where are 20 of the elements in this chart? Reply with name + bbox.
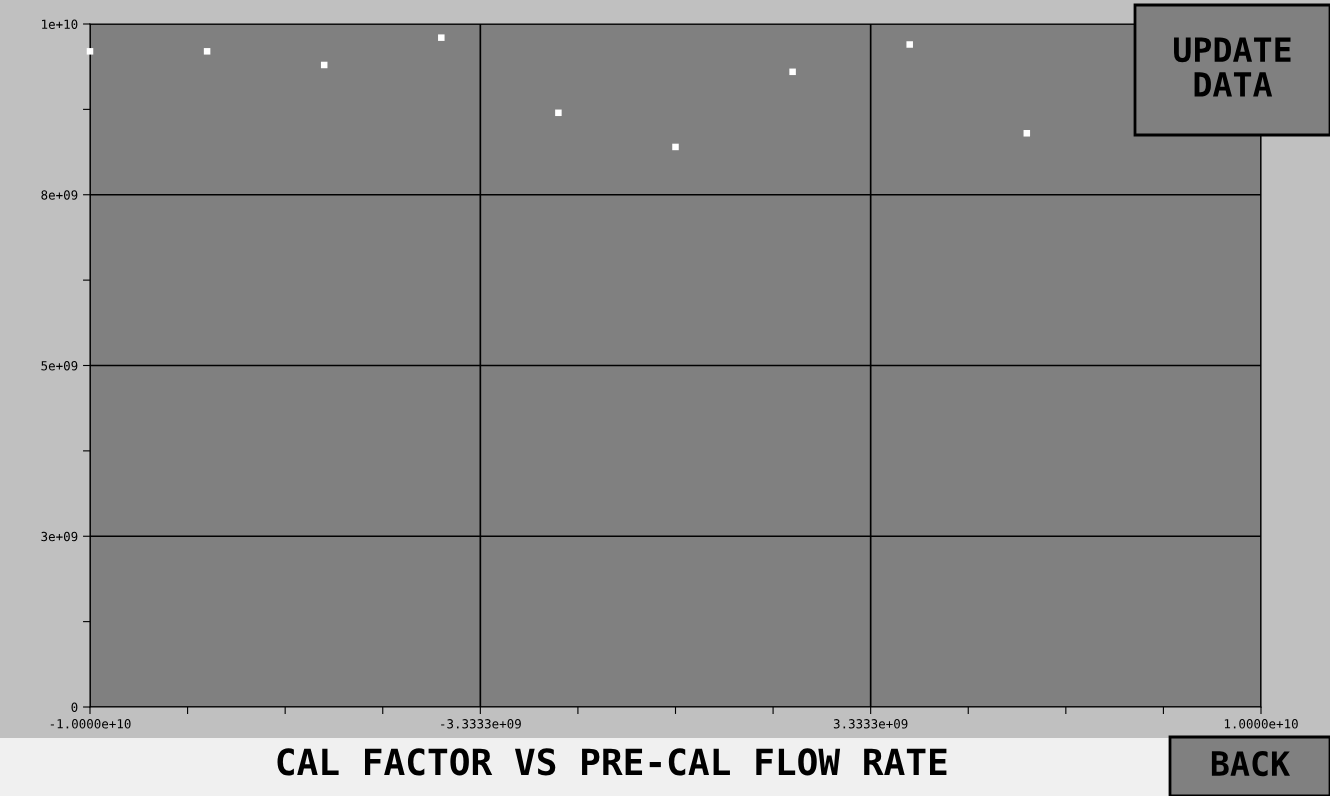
point xyxy=(672,143,679,151)
annotation: UPDATE DATA xyxy=(1174,37,1291,97)
point xyxy=(203,48,211,55)
x-tick-label: -1.0000e+10 xyxy=(50,719,131,729)
x-tick-label: 1.0000e+10 xyxy=(1224,719,1298,729)
x-tick-label: -3.3333e+09 xyxy=(441,719,521,729)
point xyxy=(1023,130,1031,137)
x-tick-label: 3.3333e+09 xyxy=(833,719,908,729)
point xyxy=(555,109,562,117)
y-tick-label: 8e+09 xyxy=(41,190,78,200)
y-tick-label: 5e+09 xyxy=(41,361,78,371)
y-tick-label: 0 xyxy=(71,702,78,712)
point xyxy=(86,48,94,55)
y-tick-label: 1e+10 xyxy=(42,19,78,29)
y-tick-label: 3e+09 xyxy=(41,531,78,542)
point xyxy=(789,68,796,76)
text: BACK xyxy=(1211,750,1291,777)
point xyxy=(438,34,445,41)
text: CAL FACTOR VS PRE-CAL FLOW RATE xyxy=(277,748,947,776)
point xyxy=(906,41,913,48)
